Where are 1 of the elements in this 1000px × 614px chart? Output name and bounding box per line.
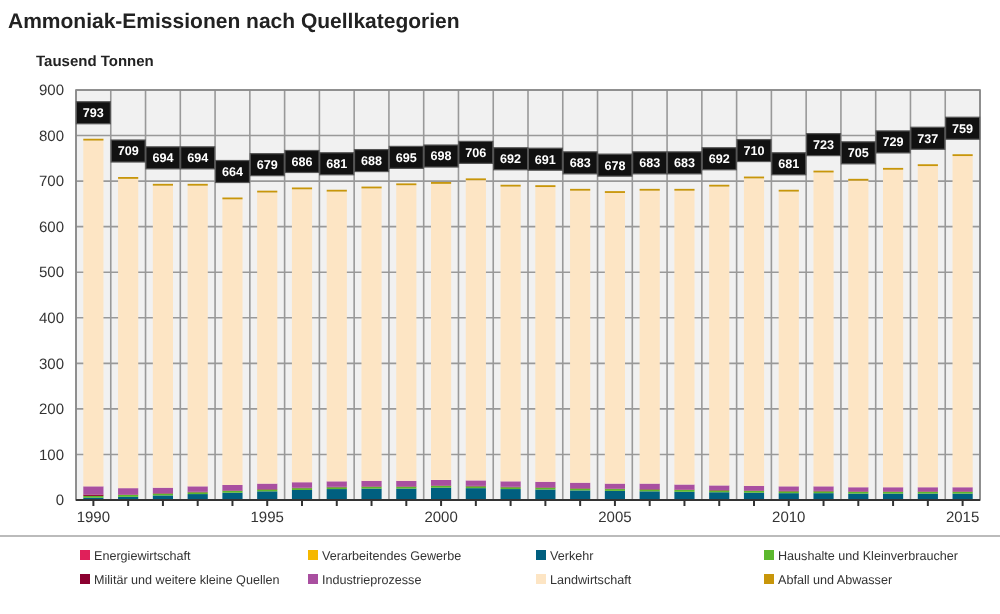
chart-title: Ammoniak-Emissionen nach Quellkategorien — [8, 10, 460, 34]
